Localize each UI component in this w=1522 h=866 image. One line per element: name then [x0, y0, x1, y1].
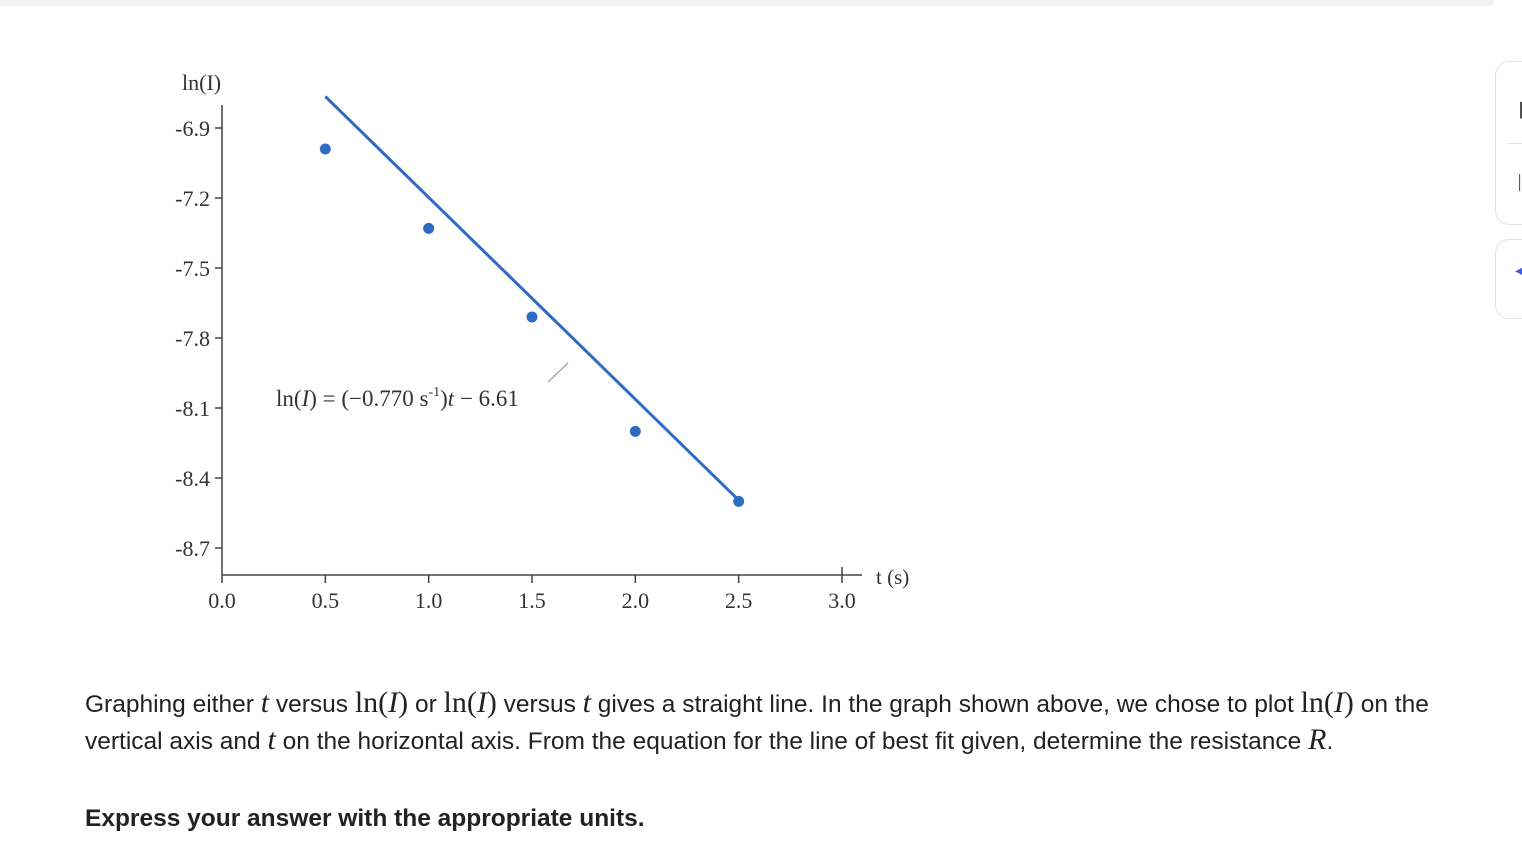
y-tick-label: -6.9	[175, 116, 210, 141]
y-axis-label: ln(I)	[182, 70, 221, 95]
x-tick-label: 0.0	[208, 588, 236, 613]
data-point	[526, 311, 538, 323]
data-point	[629, 425, 641, 437]
ln-current-vs-time-chart: -6.9 -7.2 -7.5 -7.8 -8.1 -8.4 -8.7 0.0 0.5 1.0 1.…	[175, 70, 909, 613]
data-point	[423, 222, 435, 234]
x-tick-label: 2.5	[725, 588, 753, 613]
best-fit-line	[324, 95, 740, 502]
y-tick-label: -8.4	[175, 466, 210, 491]
x-tick-label: 2.0	[622, 588, 650, 613]
data-points	[319, 143, 745, 507]
toolbar-tool-icon[interactable]: ┃	[1517, 102, 1522, 118]
x-tick-label: 0.5	[312, 588, 340, 613]
top-divider-strip	[0, 0, 1494, 6]
y-axis-ticks: -6.9 -7.2 -7.5 -7.8 -8.1 -8.4 -8.7	[175, 116, 222, 561]
side-action-panel[interactable]: ◂	[1495, 239, 1522, 319]
x-tick-label: 1.0	[415, 588, 443, 613]
y-tick-label: -8.1	[175, 396, 210, 421]
x-axis-label: t (s)	[876, 565, 909, 589]
answer-instruction: Express your answer with the appropriate…	[85, 805, 645, 832]
toolbar-bracket-icon[interactable]: │	[1516, 174, 1522, 190]
problem-statement: Graphing either t versus ln(I) or ln(I) …	[85, 686, 1429, 756]
side-toolbar-divider	[1508, 143, 1522, 144]
x-tick-label: 3.0	[828, 588, 856, 613]
y-tick-label: -8.7	[175, 536, 210, 561]
data-point	[319, 143, 331, 155]
side-toolbar-panel[interactable]: ┃ │	[1495, 61, 1522, 225]
data-point	[733, 495, 745, 507]
y-tick-label: -7.5	[175, 256, 210, 281]
fit-equation: ln(I) = (−0.770 s-1)t − 6.61	[276, 385, 519, 411]
y-tick-label: -7.2	[175, 186, 210, 211]
x-tick-label: 1.5	[518, 588, 546, 613]
y-tick-label: -7.8	[175, 326, 210, 351]
x-axis-ticks: 0.0 0.5 1.0 1.5 2.0 2.5 3.0	[208, 567, 856, 613]
equation-leader-line	[547, 362, 569, 383]
action-arrow-icon[interactable]: ◂	[1515, 262, 1522, 278]
